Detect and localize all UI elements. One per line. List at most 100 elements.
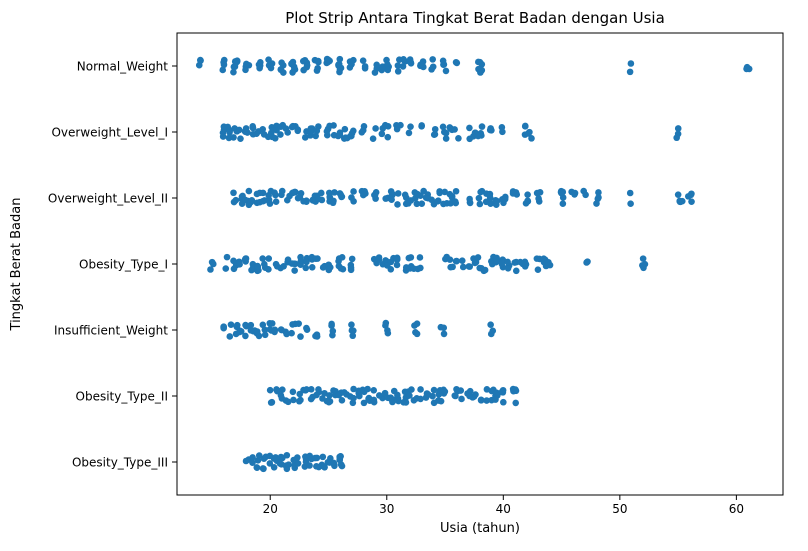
data-point <box>626 68 634 76</box>
data-point <box>350 385 357 393</box>
data-point <box>349 332 357 340</box>
data-point <box>272 260 280 268</box>
axis-ticks <box>172 65 737 500</box>
data-point <box>323 55 331 63</box>
data-point <box>195 61 203 69</box>
data-point <box>447 263 454 271</box>
data-point <box>301 134 309 141</box>
data-point <box>296 397 303 405</box>
data-point <box>477 396 485 404</box>
data-point <box>417 61 425 68</box>
data-point <box>336 453 343 461</box>
data-point <box>627 60 635 67</box>
data-point <box>265 192 272 199</box>
data-point <box>247 327 255 334</box>
data-point <box>302 264 310 272</box>
y-tick-label: Normal_Weight <box>77 60 169 74</box>
data-point <box>440 324 448 332</box>
data-point <box>483 397 490 404</box>
data-point <box>429 392 436 400</box>
data-point <box>284 129 291 136</box>
data-point <box>299 57 307 65</box>
data-point <box>384 66 392 74</box>
data-point <box>271 134 279 142</box>
data-point <box>481 266 489 274</box>
data-point <box>446 256 454 263</box>
data-point <box>230 257 237 265</box>
data-point <box>338 397 346 404</box>
data-point <box>288 60 295 68</box>
data-point <box>394 391 401 399</box>
data-point <box>261 331 269 339</box>
data-point <box>254 263 262 271</box>
data-point <box>358 128 366 136</box>
x-axis-label: Usia (tahun) <box>440 521 520 536</box>
data-point <box>365 395 372 403</box>
data-point <box>533 255 541 262</box>
data-point <box>373 61 380 69</box>
data-point <box>314 57 322 65</box>
data-point <box>294 454 301 461</box>
data-point <box>688 198 695 205</box>
data-point <box>512 386 519 393</box>
data-point <box>348 255 356 263</box>
plot-area-frame <box>176 32 784 496</box>
data-point <box>388 196 395 203</box>
data-point <box>255 452 263 459</box>
data-point <box>429 63 437 71</box>
data-point <box>347 266 355 274</box>
data-point <box>315 386 322 393</box>
data-point <box>451 126 458 133</box>
data-point <box>271 328 278 336</box>
data-point <box>434 198 441 205</box>
data-point <box>242 125 250 132</box>
data-point <box>439 123 447 131</box>
data-point <box>338 254 346 261</box>
data-point <box>335 60 343 68</box>
data-point <box>266 460 274 467</box>
data-point <box>417 386 424 393</box>
x-tick-label: 50 <box>612 502 627 516</box>
data-point <box>290 260 298 268</box>
data-point <box>261 260 268 268</box>
data-point <box>313 127 321 135</box>
data-point <box>492 396 499 403</box>
data-point <box>223 253 231 261</box>
data-point <box>350 188 357 195</box>
data-point <box>465 263 473 270</box>
data-point <box>673 134 680 142</box>
data-point <box>493 197 501 205</box>
data-point <box>418 122 426 129</box>
data-point <box>272 198 280 205</box>
data-point <box>474 132 482 140</box>
data-point <box>197 56 204 64</box>
data-point <box>360 399 368 407</box>
data-point <box>501 195 509 203</box>
data-point <box>283 330 290 338</box>
data-point <box>253 464 261 471</box>
data-point <box>318 196 326 204</box>
data-point <box>324 125 332 133</box>
data-point <box>283 451 291 459</box>
data-point <box>500 398 507 406</box>
data-point <box>545 258 552 266</box>
data-point <box>359 57 367 64</box>
data-point <box>474 254 482 261</box>
data-point <box>595 189 602 196</box>
x-tick-label: 40 <box>496 502 511 516</box>
data-point <box>259 197 267 205</box>
data-point <box>382 195 390 202</box>
data-point <box>294 127 302 135</box>
data-point <box>313 67 321 74</box>
data-point <box>522 261 530 268</box>
y-tick-label: Obesity_Type_III <box>72 456 168 470</box>
data-point <box>300 66 307 74</box>
data-point <box>248 196 256 204</box>
data-point <box>337 461 345 468</box>
data-point <box>288 329 295 337</box>
data-point <box>381 121 389 129</box>
data-point <box>512 267 520 275</box>
data-point <box>347 261 355 269</box>
data-point <box>308 263 316 271</box>
data-point <box>259 255 266 262</box>
